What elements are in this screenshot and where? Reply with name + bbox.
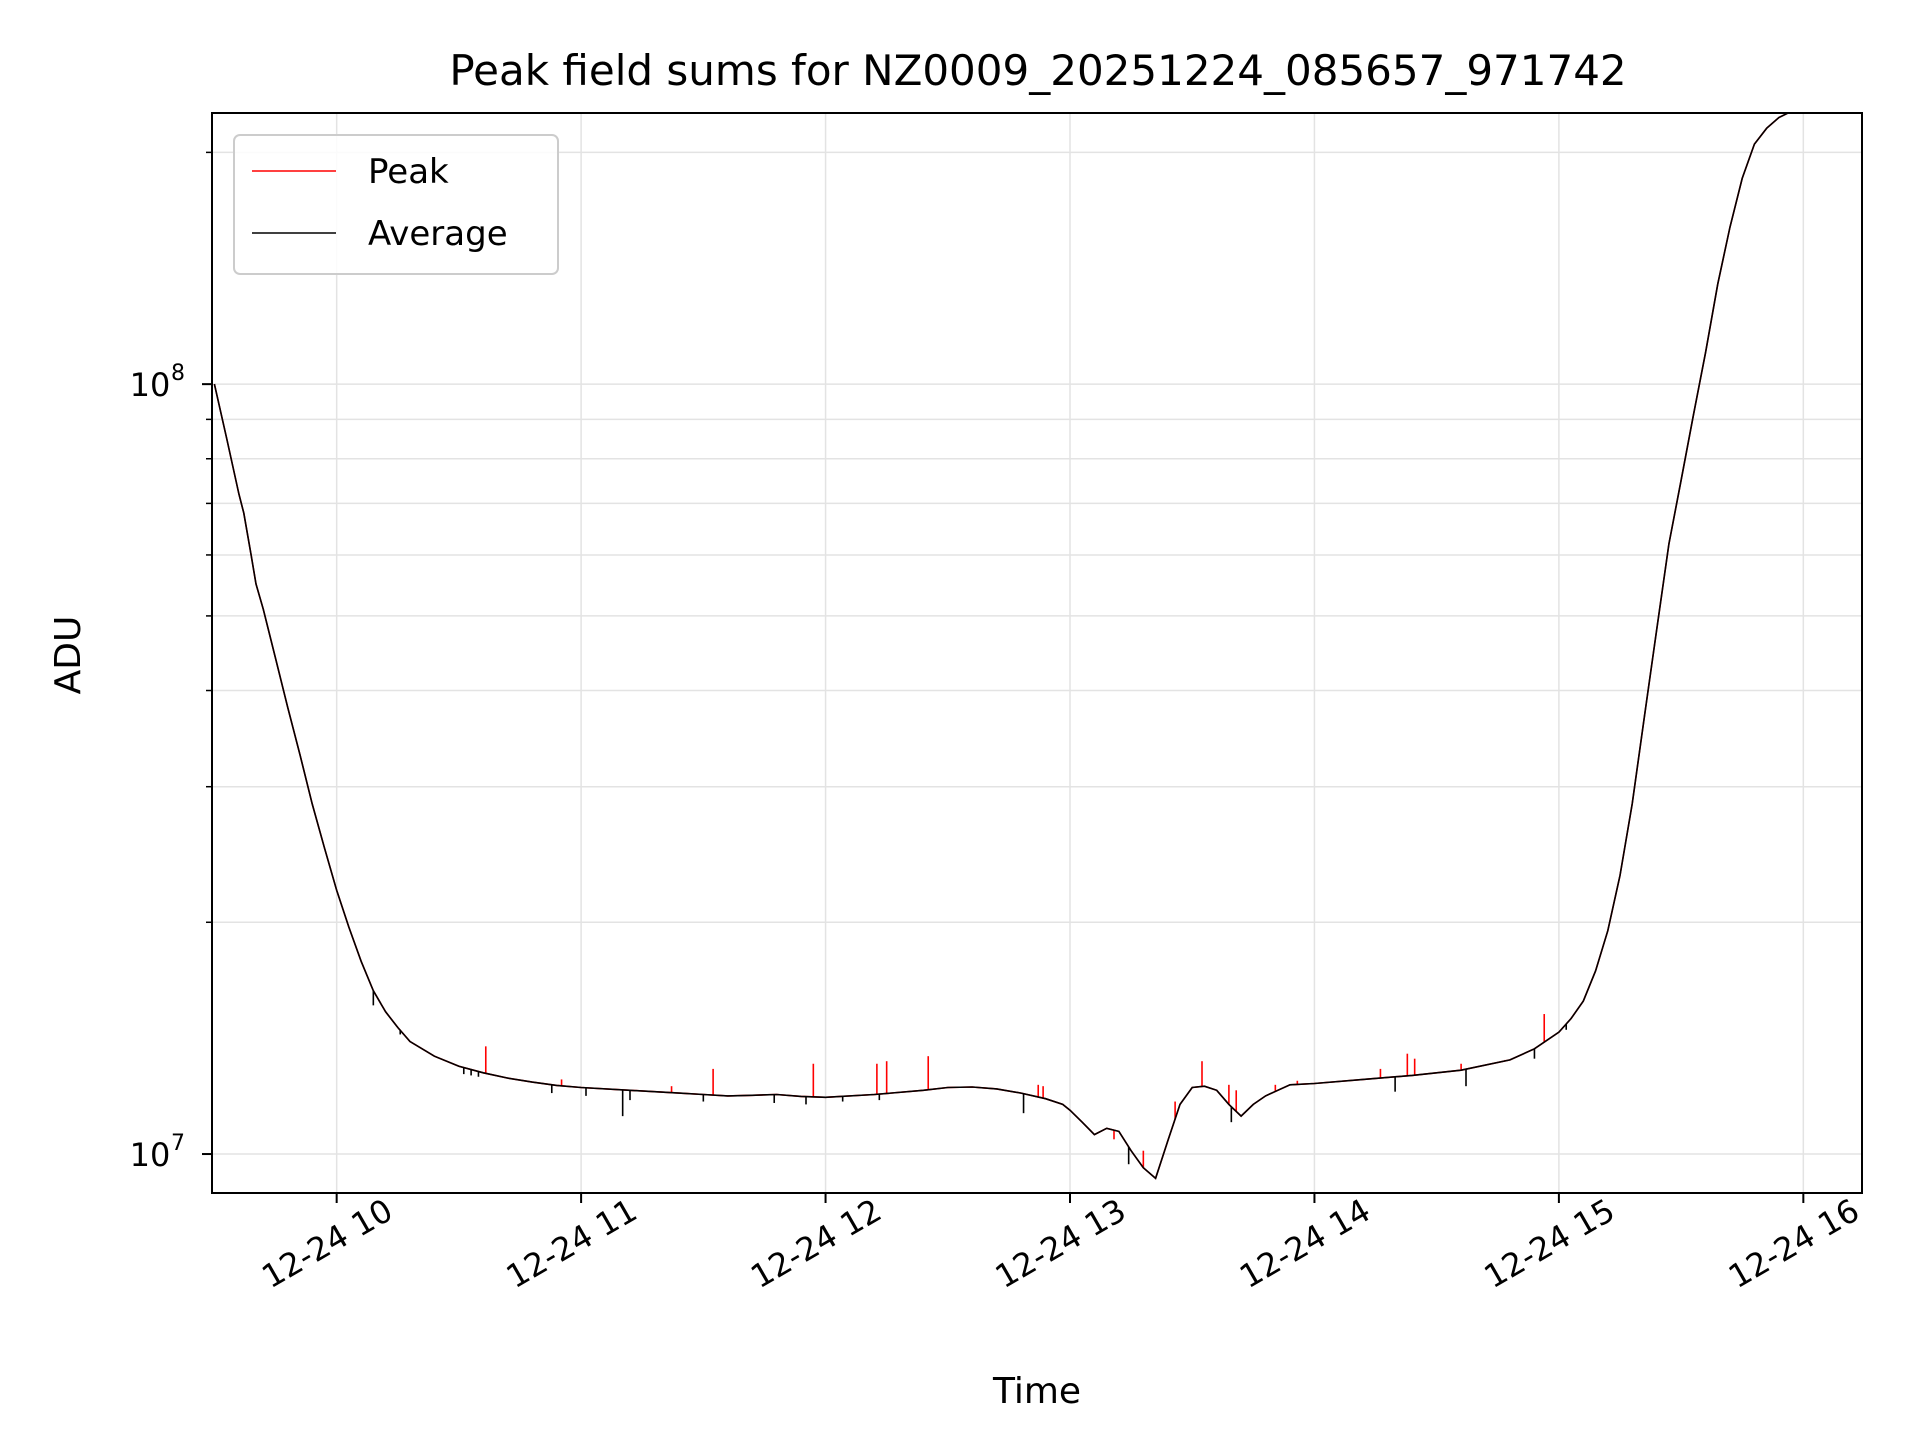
legend-box	[233, 134, 559, 275]
legend-label-average: Average	[368, 214, 508, 254]
series-group	[213, 113, 1790, 1180]
y-tick-label: 10	[130, 1136, 171, 1174]
grid	[212, 113, 1862, 1193]
legend-label-peak: Peak	[368, 152, 449, 192]
x-axis-title: Time	[992, 1371, 1081, 1412]
y-tick-label-exponent: 7	[171, 1131, 185, 1156]
legend: Peak Average	[233, 134, 559, 275]
y-tick-label-exponent: 8	[171, 361, 185, 386]
chart-title: Peak field sums for NZ0009_20251224_0856…	[449, 46, 1626, 95]
y-axis-title: ADU	[48, 616, 89, 695]
series-layer	[213, 113, 1790, 1180]
plot-frame	[211, 112, 1863, 1194]
series-line-average	[213, 113, 1790, 1180]
y-tick-label: 10	[130, 366, 171, 404]
